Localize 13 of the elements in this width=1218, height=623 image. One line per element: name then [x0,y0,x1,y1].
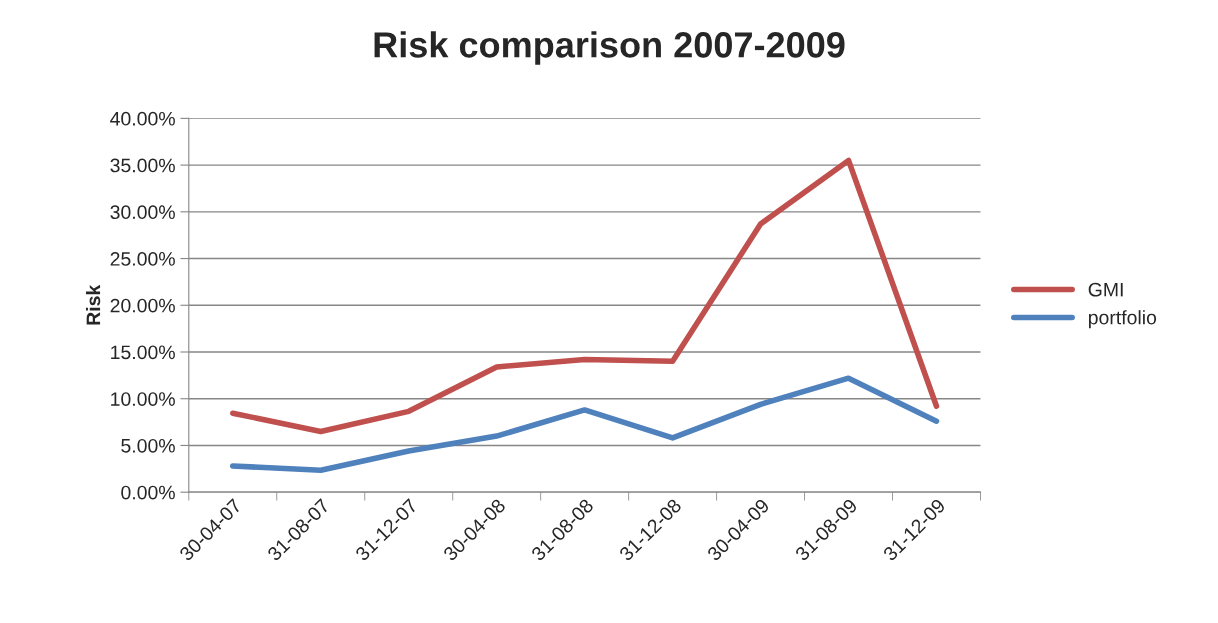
y-tick-label: 15.00% [111,345,175,360]
legend-label: GMI [1088,282,1123,297]
y-axis-title: Risk [85,284,101,325]
y-tick-label: 0.00% [121,485,175,500]
y-tick-label: 35.00% [110,158,175,173]
y-tick-label: 5.00% [121,438,175,453]
y-tick-label: 10.00% [111,392,175,406]
y-tick-label: 25.00% [110,252,175,266]
y-tick-label: 20.00% [110,298,175,313]
chart-title: Risk comparison 2007-2009 [374,31,845,65]
legend-label: portfolio [1088,310,1157,329]
y-tick-label: 40.00% [110,111,175,126]
y-tick-label: 30.00% [110,205,175,220]
